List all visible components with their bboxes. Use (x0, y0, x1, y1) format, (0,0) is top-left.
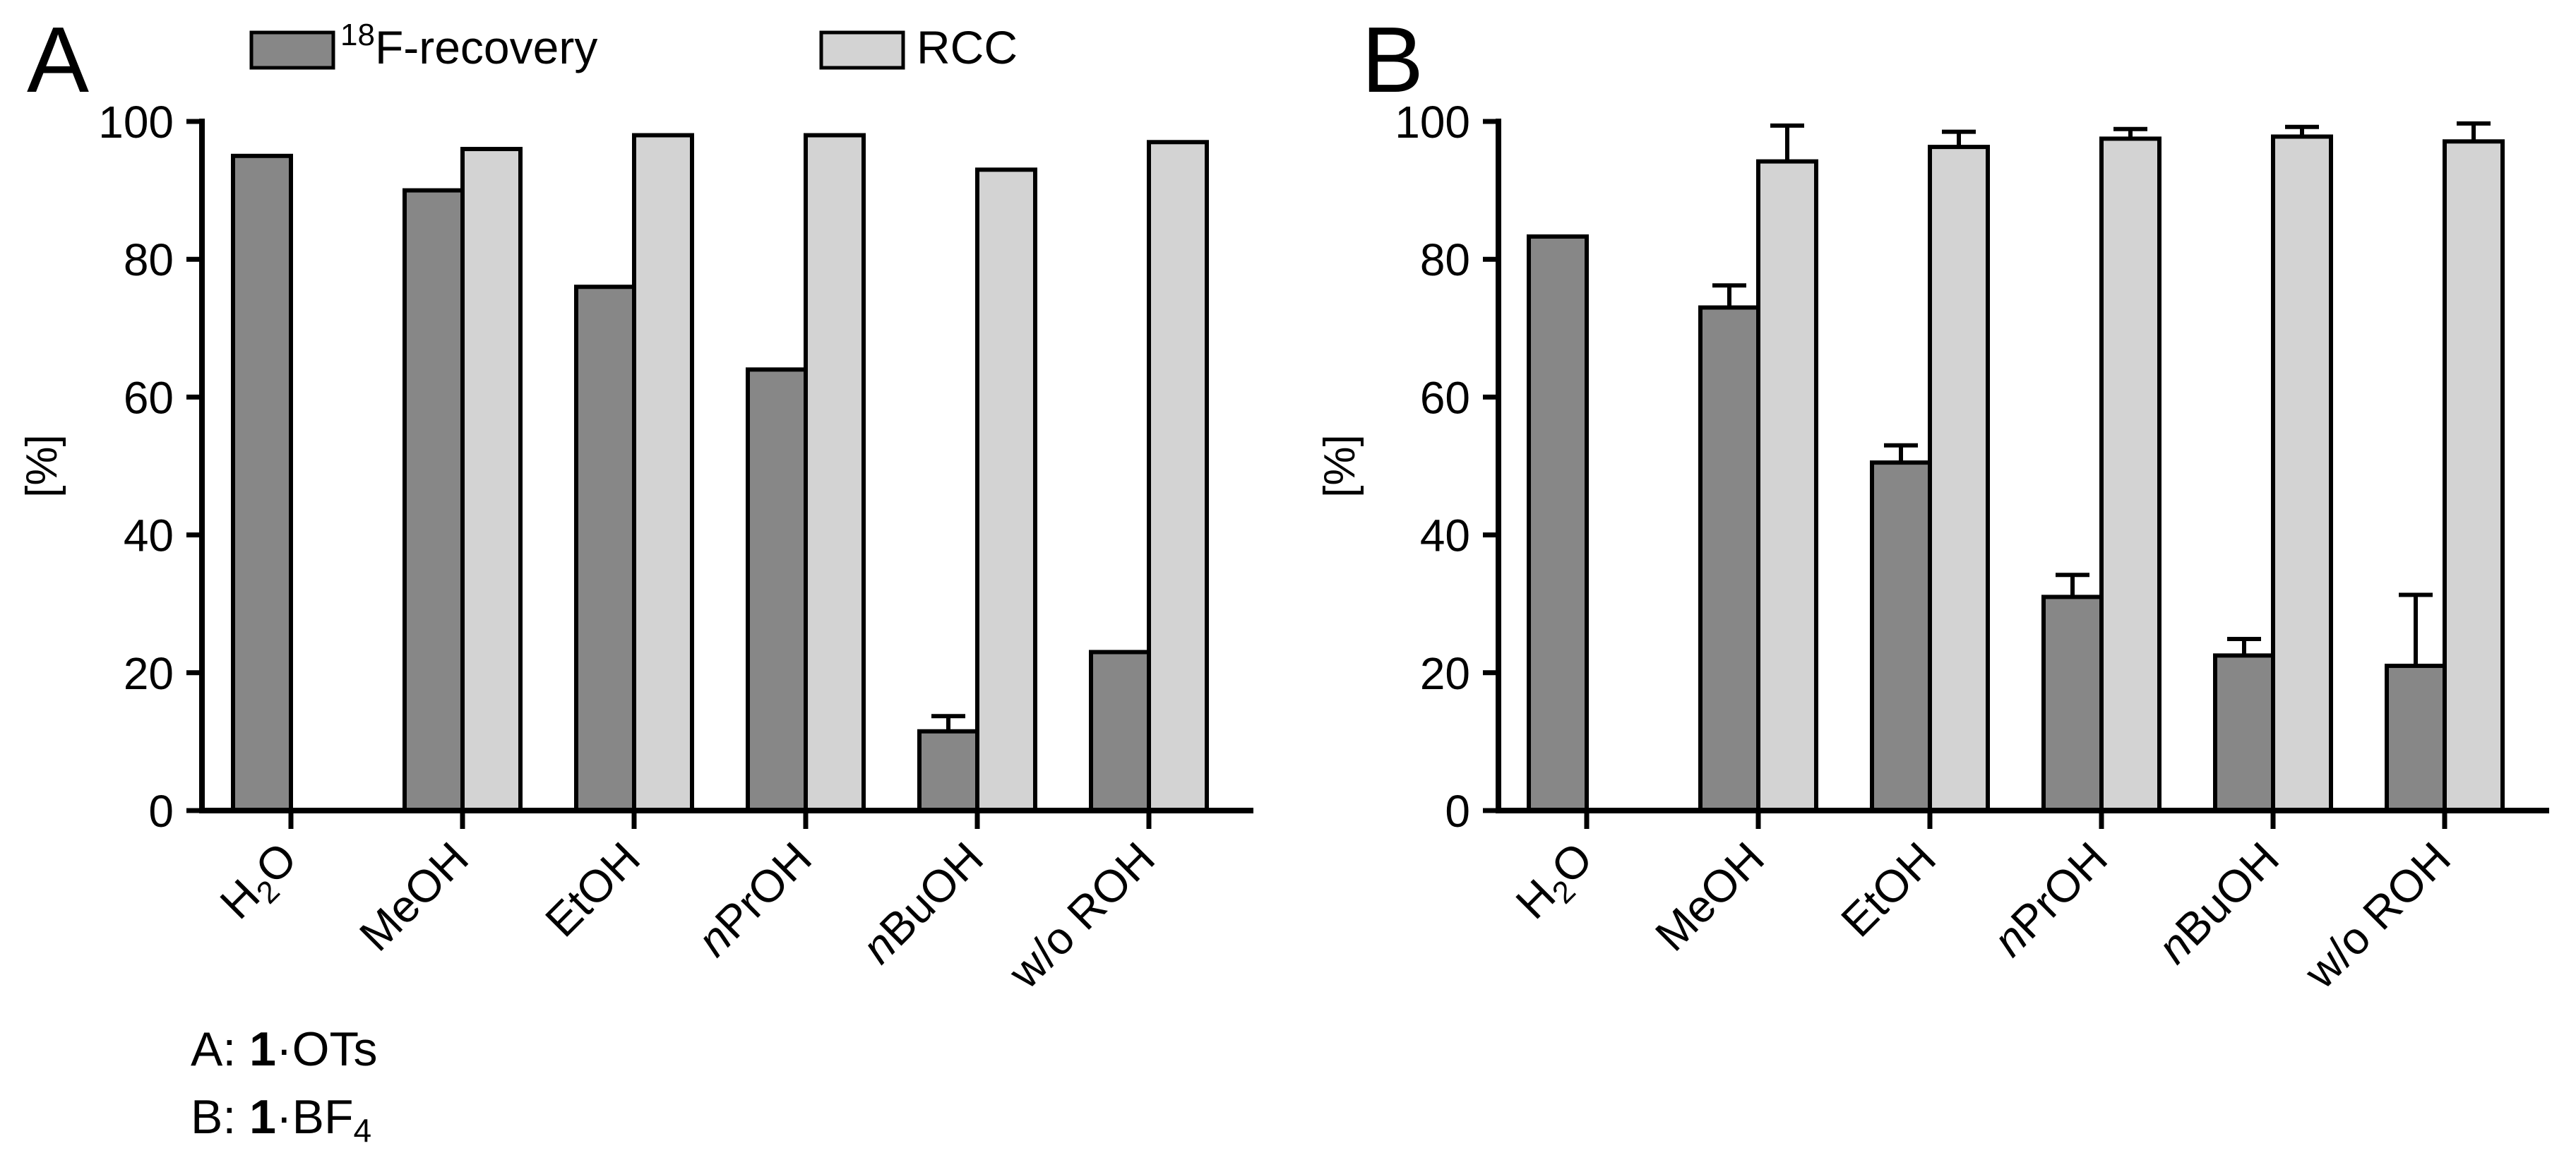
legend-swatch-recovery (249, 30, 335, 70)
bar-rcc (2271, 134, 2333, 813)
bar-rcc (1147, 140, 1209, 813)
caption-b-bold: 1 (249, 1090, 276, 1144)
x-tick-label-main: EtOH (1831, 832, 1945, 947)
y-tick-label: 40 (1420, 510, 1470, 561)
caption-b-prefix: B: (191, 1090, 250, 1144)
bars-group (231, 133, 1209, 813)
y-tick-label: 60 (1420, 372, 1470, 423)
caption-a-prefix: A: (191, 1022, 250, 1076)
y-tick-label: 20 (124, 648, 174, 699)
bar-rcc (2099, 136, 2161, 813)
y-tick-label: 40 (124, 510, 174, 561)
bar-recovery (231, 153, 293, 813)
y-tick-label: 60 (124, 372, 174, 423)
x-tick-label-main: MeOH (350, 832, 478, 961)
x-tick-label-main: w/o ROH (2294, 832, 2460, 998)
x-tick-label: EtOH (1831, 832, 1945, 947)
x-tick-label: H2O (1506, 832, 1607, 933)
x-tick-label: EtOH (535, 832, 650, 947)
x-tick-label: nPrOH (1984, 832, 2117, 966)
y-tick-label: 20 (1420, 648, 1470, 699)
panel-b-letter: B (1361, 8, 1424, 112)
caption-b: B: 1·BF4 (191, 1093, 371, 1147)
panel-a-letter: A (27, 8, 89, 112)
x-tick-label-main: w/o ROH (998, 832, 1164, 998)
bar-rcc (632, 133, 694, 813)
y-tick-label: 0 (1445, 786, 1470, 837)
bar-recovery (917, 729, 979, 813)
caption-a-bold: 1 (249, 1022, 276, 1076)
bar-recovery (2385, 664, 2447, 813)
legend-label-rcc: RCC (917, 21, 1018, 73)
bar-recovery (1527, 234, 1589, 813)
bar-rcc (1756, 159, 1818, 813)
x-tick-label: H2O (210, 832, 311, 933)
bar-rcc (1928, 145, 1990, 813)
x-tick-label: MeOH (350, 832, 478, 961)
legend-recovery-text: F-recovery (375, 21, 597, 73)
bar-rcc (804, 133, 866, 813)
caption-a: A: 1·OTs (191, 1025, 378, 1073)
legend-label-recovery: 18F-recovery (340, 18, 597, 73)
y-tick-label: 80 (124, 234, 174, 285)
x-tick-label: MeOH (1645, 832, 1774, 961)
bar-recovery (1870, 460, 1932, 813)
x-tick-label: w/o ROH (998, 832, 1164, 998)
y-axis-label: [%] (1316, 434, 1364, 498)
bar-rcc (460, 147, 523, 813)
bar-rcc (2443, 139, 2505, 813)
bar-recovery (1698, 305, 1760, 813)
bar-recovery (574, 285, 636, 813)
x-tick-label: nBuOH (2148, 832, 2289, 973)
bar-recovery (746, 367, 808, 813)
x-tick-label: w/o ROH (2294, 832, 2460, 998)
y-axis-label: [%] (18, 434, 66, 498)
bars-group (1527, 121, 2505, 813)
y-tick-label: 100 (1395, 97, 1470, 148)
caption-b-rest: ·BF (275, 1090, 354, 1144)
bar-recovery (1089, 650, 1151, 813)
panel-a-chart: [%] 0 20 40 60 80 100 H2O MeOH EtOH nPrOH nBuOH w/o … (18, 97, 1253, 998)
x-tick-label-main: MeOH (1645, 832, 1774, 961)
caption-a-rest: ·OTs (275, 1022, 378, 1076)
y-tick-label: 100 (98, 97, 174, 148)
bar-rcc (975, 167, 1037, 813)
x-tick-label: nBuOH (852, 832, 993, 973)
x-tick-label-main: BuOH (870, 832, 993, 955)
bar-recovery (402, 188, 465, 813)
legend-swatch-rcc (819, 30, 905, 70)
x-tick-label-main: EtOH (535, 832, 650, 947)
panel-b-chart: [%] 0 20 40 60 80 100 H2O MeOH EtOH nPrOH nBuOH w/o … (1316, 97, 2549, 998)
legend-recovery-sup: 18 (340, 18, 375, 52)
bar-recovery (2041, 595, 2104, 813)
y-tick-label: 80 (1420, 234, 1470, 285)
x-tick-label-main: BuOH (2166, 832, 2289, 955)
y-tick-label: 0 (148, 786, 174, 837)
bar-recovery (2213, 653, 2275, 813)
x-tick-label: nPrOH (688, 832, 821, 966)
caption-b-sub: 4 (353, 1112, 372, 1149)
